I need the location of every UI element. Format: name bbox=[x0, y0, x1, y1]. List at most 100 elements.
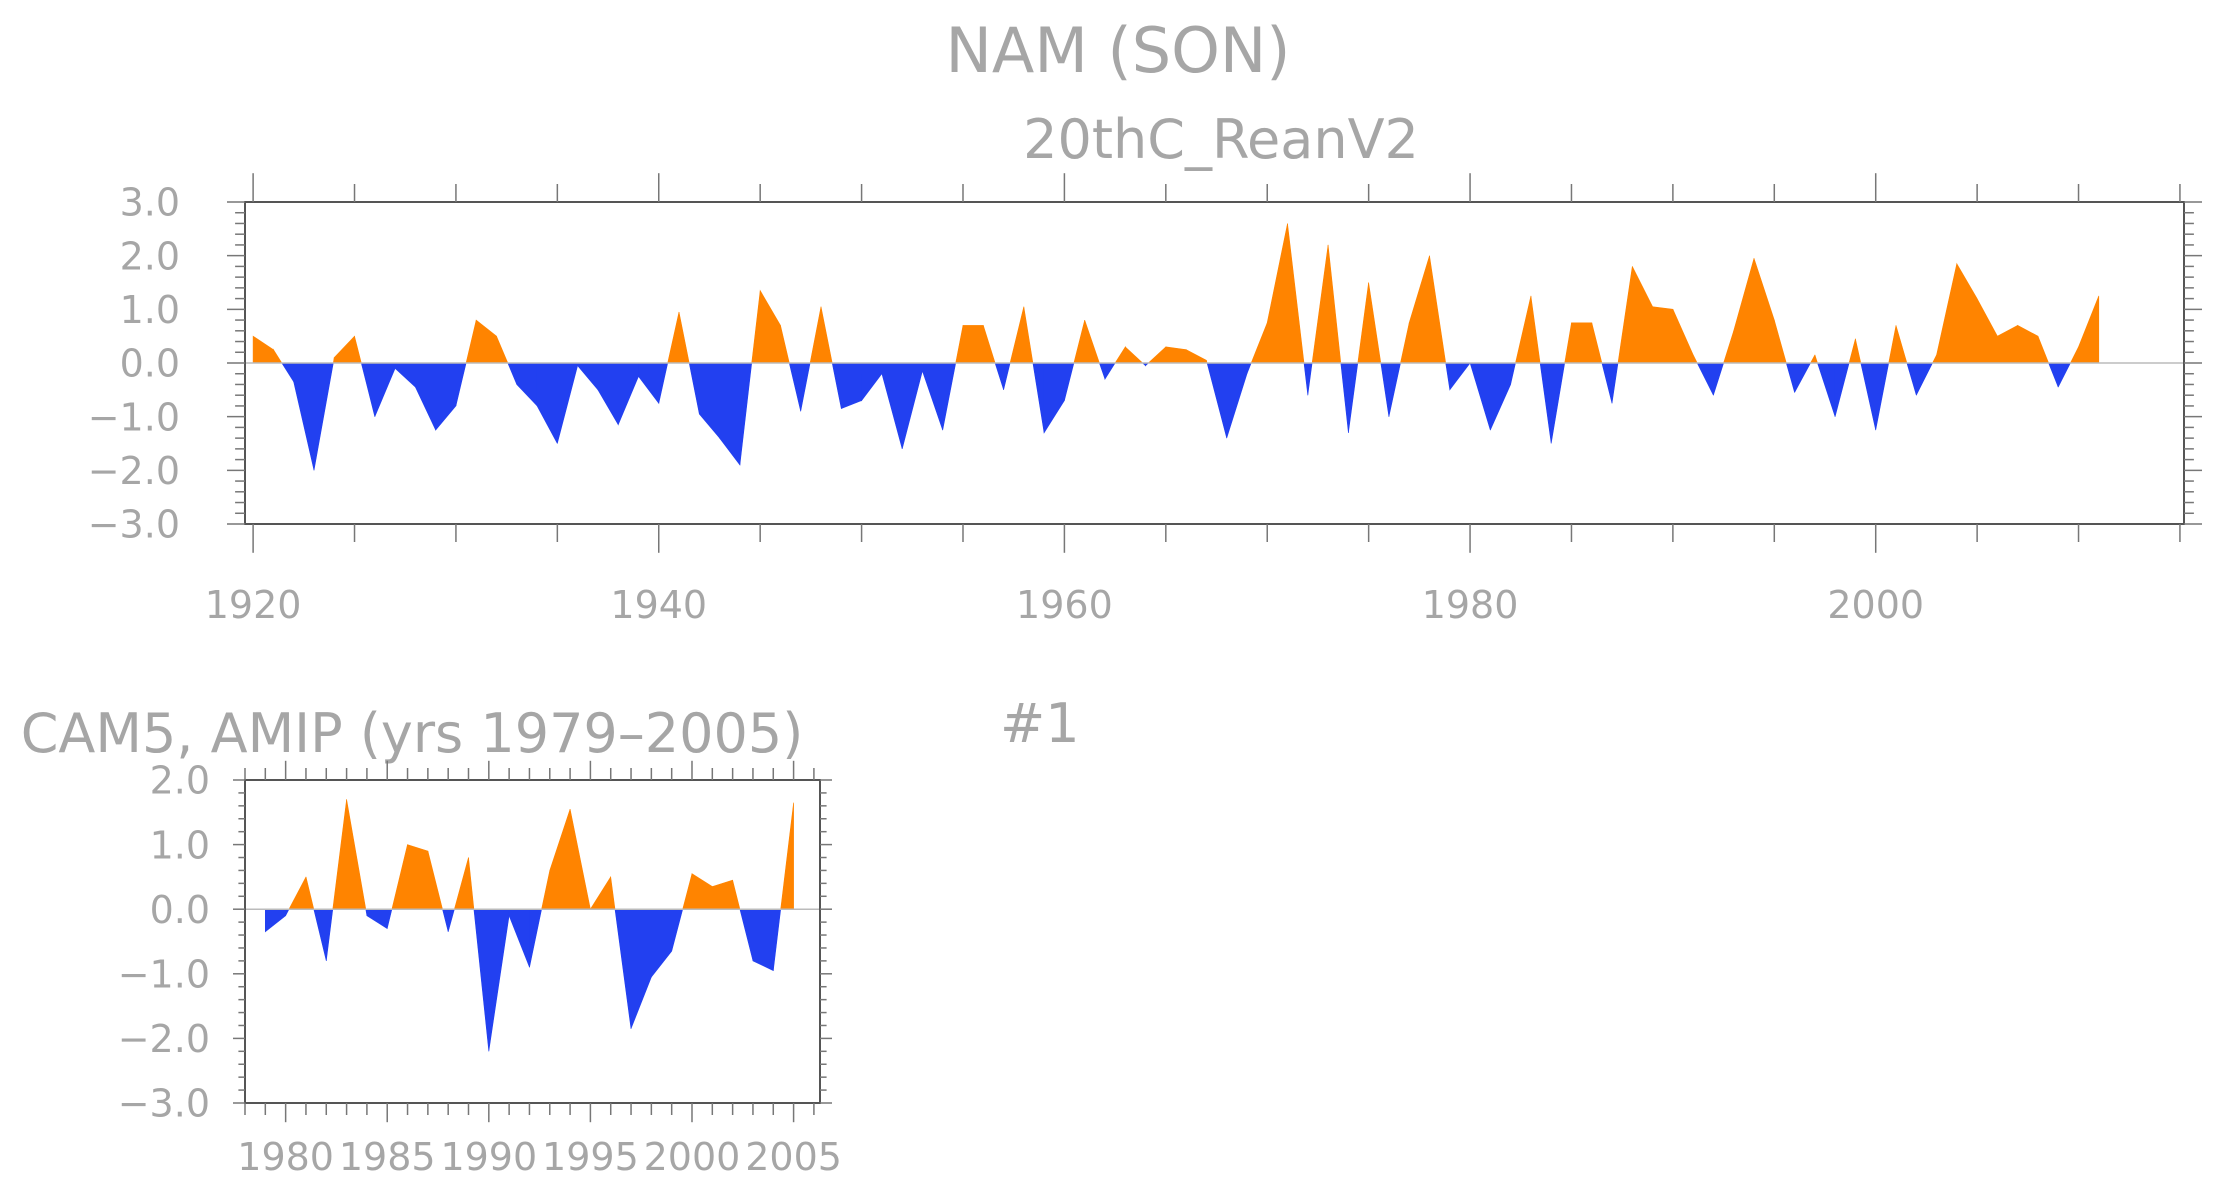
reanalysis-panel: 20thC_ReanV2 3.0 2.0 1.0 0.0 −1.0 −2.0 −3.0 192… bbox=[88, 108, 2202, 627]
positive-anomaly-segment bbox=[1733, 258, 1755, 364]
positive-anomaly-segment bbox=[2037, 336, 2050, 364]
negative-anomaly-segment bbox=[1875, 362, 1890, 431]
positive-anomaly-segment bbox=[346, 799, 367, 910]
y-tick-label: −3.0 bbox=[118, 1082, 210, 1126]
negative-anomaly-segment bbox=[881, 362, 903, 449]
negative-anomaly-segment bbox=[1003, 362, 1011, 390]
x-tick-label: 2000 bbox=[644, 1135, 741, 1177]
negative-anomaly-segment bbox=[285, 908, 290, 916]
positive-anomaly-segment bbox=[1652, 306, 1674, 364]
positive-anomaly-segment bbox=[1976, 298, 1998, 364]
negative-anomaly-segment bbox=[614, 908, 632, 1029]
x-tick-label: 1980 bbox=[1422, 583, 1519, 627]
positive-anomaly-segment bbox=[468, 857, 475, 910]
negative-anomaly-segment bbox=[942, 362, 957, 431]
positive-anomaly-segment bbox=[1023, 306, 1034, 364]
negative-anomaly-segment bbox=[861, 362, 883, 402]
positive-anomaly-segment bbox=[1368, 282, 1382, 364]
negative-anomaly-segment bbox=[1539, 362, 1552, 444]
plot-frame bbox=[244, 779, 821, 1104]
negative-anomaly-segment bbox=[1388, 362, 1401, 417]
positive-anomaly-segment bbox=[982, 325, 996, 364]
positive-anomaly-segment bbox=[569, 809, 591, 910]
positive-anomaly-segment bbox=[1530, 295, 1541, 364]
positive-anomaly-segment bbox=[1571, 322, 1593, 364]
negative-anomaly-segment bbox=[1611, 362, 1619, 404]
positive-anomaly-segment bbox=[1997, 324, 2018, 364]
positive-anomaly-segment bbox=[1408, 255, 1430, 364]
x-tick-label: 1920 bbox=[205, 583, 302, 627]
y-tick-label: −2.0 bbox=[118, 1017, 210, 1061]
negative-anomaly-segment bbox=[1307, 362, 1313, 396]
positive-anomaly-segment bbox=[475, 319, 497, 364]
negative-anomaly-segment bbox=[507, 362, 518, 385]
positive-anomaly-segment bbox=[1311, 244, 1329, 364]
negative-anomaly-segment bbox=[1713, 362, 1725, 396]
positive-anomaly-segment bbox=[1723, 330, 1734, 364]
x-tick-label: 1995 bbox=[542, 1135, 639, 1177]
negative-anomaly-segment bbox=[455, 362, 467, 406]
negative-anomaly-segment bbox=[1906, 362, 1917, 396]
positive-anomaly-segment bbox=[1672, 309, 1694, 364]
positive-anomaly-segment bbox=[820, 306, 833, 364]
positive-anomaly-segment bbox=[1774, 320, 1787, 364]
negative-anomaly-segment bbox=[1449, 362, 1471, 391]
negative-anomaly-segment bbox=[293, 362, 315, 471]
positive-anomaly-segment bbox=[2078, 295, 2100, 364]
positive-anomaly-segment bbox=[759, 289, 781, 364]
negative-anomaly-segment bbox=[788, 362, 802, 412]
negative-anomaly-segment bbox=[577, 362, 599, 391]
y-tick-label: 0.0 bbox=[120, 342, 180, 386]
y-tick-label: −3.0 bbox=[88, 503, 180, 547]
positive-anomaly-segment bbox=[332, 799, 347, 910]
x-tick-label: 1960 bbox=[1016, 583, 1113, 627]
positive-anomaly-segment bbox=[1327, 244, 1342, 364]
cam5-amip-panel: CAM5, AMIP (yrs 1979–2005) 2.0 1.0 0.0 −1.0… bbox=[21, 702, 842, 1177]
positive-anomaly-segment bbox=[1632, 266, 1653, 364]
negative-anomaly-segment bbox=[529, 908, 542, 968]
positive-anomaly-segment bbox=[1591, 322, 1603, 364]
negative-anomaly-segment bbox=[1226, 362, 1248, 439]
positive-anomaly-segment bbox=[1617, 266, 1633, 364]
negative-anomaly-segment bbox=[1916, 362, 1933, 396]
negative-anomaly-segment bbox=[556, 362, 578, 444]
run-label: #1 bbox=[1000, 692, 1080, 755]
positive-anomaly-segment bbox=[1073, 320, 1085, 364]
positive-anomaly-segment bbox=[751, 290, 761, 364]
y-tick-label: −1.0 bbox=[118, 952, 210, 996]
positive-anomaly-segment bbox=[1515, 295, 1532, 364]
negative-anomaly-segment bbox=[922, 362, 944, 431]
positive-anomaly-segment bbox=[2017, 324, 2039, 364]
negative-anomaly-segment bbox=[313, 908, 327, 961]
y-tick-label: −2.0 bbox=[88, 449, 180, 493]
negative-anomaly-segment bbox=[360, 362, 376, 417]
figure-title: NAM (SON) bbox=[946, 14, 1291, 87]
negative-anomaly-segment bbox=[1206, 362, 1227, 439]
negative-anomaly-segment bbox=[313, 362, 334, 471]
positive-anomaly-segment bbox=[1250, 322, 1268, 364]
positive-anomaly-segment bbox=[1429, 255, 1447, 364]
positive-anomaly-segment bbox=[1888, 325, 1897, 364]
positive-anomaly-segment bbox=[454, 857, 469, 910]
negative-anomaly-segment bbox=[739, 362, 753, 466]
positive-anomaly-segment bbox=[288, 876, 307, 910]
negative-anomaly-segment bbox=[840, 362, 862, 410]
positive-anomaly-segment bbox=[1814, 354, 1818, 364]
positive-anomaly-segment bbox=[1895, 325, 1908, 364]
negative-anomaly-segment bbox=[1696, 362, 1714, 396]
positive-anomaly-segment bbox=[1809, 354, 1816, 364]
positive-anomaly-segment bbox=[1956, 262, 1978, 364]
negative-anomaly-segment bbox=[1303, 362, 1309, 396]
negative-anomaly-segment bbox=[752, 908, 774, 972]
negative-anomaly-segment bbox=[2057, 362, 2071, 388]
positive-anomaly-segment bbox=[1287, 223, 1305, 364]
positive-anomaly-segment bbox=[1114, 345, 1126, 364]
negative-anomaly-segment bbox=[374, 362, 396, 417]
negative-anomaly-segment bbox=[386, 908, 393, 929]
positive-anomaly-segment bbox=[333, 335, 355, 364]
positive-anomaly-segment bbox=[610, 876, 616, 910]
positive-anomaly-segment bbox=[1936, 263, 1958, 364]
positive-anomaly-segment bbox=[1692, 354, 1698, 364]
cam5-amip-panel-title: CAM5, AMIP (yrs 1979–2005) bbox=[21, 702, 804, 765]
